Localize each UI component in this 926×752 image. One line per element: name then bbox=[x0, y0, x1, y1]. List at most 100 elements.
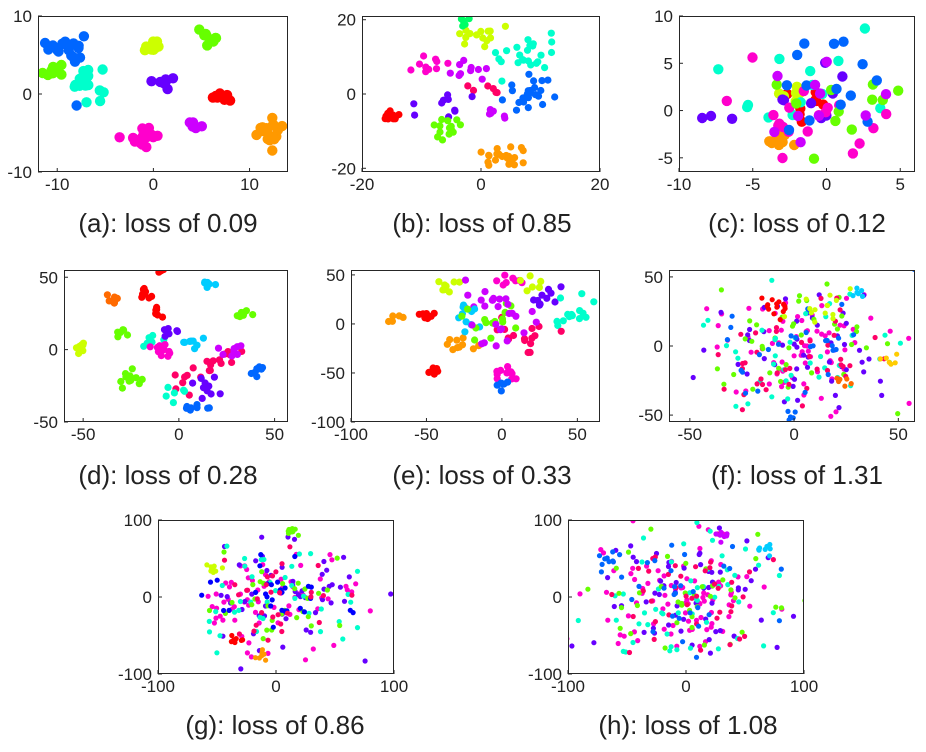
point-h-1-22 bbox=[819, 580, 824, 585]
point-e-8-3 bbox=[459, 334, 467, 342]
point-f-2-34 bbox=[750, 386, 756, 392]
axes-frame-g bbox=[158, 520, 394, 674]
caption-g: (g): loss of 0.86 bbox=[185, 710, 365, 740]
y-tick-label: -50 bbox=[33, 413, 58, 432]
point-h-0-19 bbox=[662, 592, 668, 598]
point-h-5-29 bbox=[652, 558, 658, 564]
y-tick-label: -100 bbox=[311, 413, 345, 432]
point-h-0-78 bbox=[700, 594, 706, 601]
point-b-10-2 bbox=[501, 114, 509, 122]
point-b-0-10 bbox=[479, 34, 487, 42]
point-h-1-29 bbox=[563, 569, 568, 574]
point-h-0-47 bbox=[670, 622, 676, 629]
point-h-0-82 bbox=[577, 591, 583, 597]
point-h-4-30 bbox=[711, 581, 718, 587]
point-c-7-4 bbox=[804, 115, 815, 126]
point-g-5-0 bbox=[316, 619, 322, 626]
point-b-6-9 bbox=[515, 98, 523, 107]
point-f-7-7 bbox=[830, 316, 836, 322]
point-d-16-8 bbox=[197, 374, 205, 382]
point-g-1-33 bbox=[259, 534, 265, 540]
point-g-3-8 bbox=[305, 614, 311, 620]
point-a-0-9 bbox=[53, 46, 64, 57]
point-g-5-13 bbox=[308, 589, 314, 595]
point-f-2-20 bbox=[895, 411, 901, 417]
point-f-7-12 bbox=[781, 314, 788, 320]
point-b-11-21 bbox=[498, 152, 506, 161]
point-e-13-5 bbox=[463, 305, 472, 313]
point-c-8-8 bbox=[860, 110, 871, 121]
point-e-0-0 bbox=[389, 312, 397, 320]
point-f-3-20 bbox=[733, 349, 739, 355]
point-f-5-1 bbox=[839, 301, 845, 307]
point-d-17-7 bbox=[193, 401, 201, 409]
point-g-3-18 bbox=[280, 581, 286, 587]
point-e-13-10 bbox=[487, 334, 495, 342]
point-g-5-5 bbox=[315, 562, 321, 569]
point-d-17-6 bbox=[187, 404, 195, 412]
point-f-3-26 bbox=[759, 327, 765, 333]
point-e-1-7 bbox=[445, 288, 453, 296]
point-h-6-6 bbox=[766, 553, 773, 559]
point-h-0-42 bbox=[744, 574, 750, 580]
point-c-5-15 bbox=[768, 109, 779, 121]
point-e-15-5 bbox=[523, 287, 531, 295]
point-b-2-20 bbox=[524, 57, 532, 65]
point-f-1-37 bbox=[747, 326, 753, 333]
caption-d: (d): loss of 0.28 bbox=[78, 460, 258, 490]
point-g-2-32 bbox=[242, 563, 248, 569]
point-d-2-6 bbox=[138, 293, 146, 301]
point-g-4-13 bbox=[270, 624, 276, 630]
point-b-6-17 bbox=[512, 106, 521, 114]
point-g-4-12 bbox=[199, 592, 205, 598]
point-h-3-21 bbox=[810, 598, 815, 603]
point-g-0-34 bbox=[248, 654, 254, 660]
point-f-4-38 bbox=[806, 353, 812, 360]
point-h-2-5 bbox=[687, 645, 694, 651]
point-g-1-4 bbox=[321, 558, 327, 565]
point-f-4-28 bbox=[837, 307, 843, 313]
point-h-5-5 bbox=[721, 563, 727, 569]
point-d-3-3 bbox=[158, 270, 166, 274]
point-c-7-6 bbox=[831, 83, 842, 95]
point-b-6-21 bbox=[508, 81, 516, 89]
point-h-4-7 bbox=[609, 591, 615, 598]
point-d-7-4 bbox=[123, 331, 132, 339]
point-c-8-5 bbox=[772, 70, 783, 82]
point-g-5-7 bbox=[349, 592, 355, 598]
point-h-2-9 bbox=[575, 617, 581, 624]
point-b-11-20 bbox=[477, 148, 485, 156]
point-h-0-26 bbox=[621, 633, 627, 639]
point-g-5-1 bbox=[270, 614, 276, 620]
point-f-4-17 bbox=[798, 339, 805, 345]
point-d-8-4 bbox=[149, 331, 157, 340]
point-h-0-43 bbox=[692, 578, 698, 584]
point-g-5-2 bbox=[273, 569, 279, 575]
point-h-0-0 bbox=[617, 632, 623, 638]
point-a-3-0 bbox=[71, 100, 82, 111]
point-f-3-19 bbox=[803, 311, 809, 317]
point-f-6-9 bbox=[774, 301, 780, 307]
point-d-16-1 bbox=[189, 379, 197, 387]
point-g-3-19 bbox=[221, 549, 227, 555]
point-g-5-19 bbox=[245, 587, 251, 593]
point-g-1-2 bbox=[264, 567, 270, 574]
point-g-9-4 bbox=[219, 565, 225, 571]
point-d-6-5 bbox=[153, 306, 161, 314]
point-g-2-18 bbox=[224, 543, 230, 549]
point-f-4-37 bbox=[721, 386, 727, 392]
point-f-0-30 bbox=[766, 381, 772, 387]
point-g-0-66 bbox=[246, 640, 252, 646]
point-g-0-20 bbox=[310, 646, 316, 652]
point-f-6-11 bbox=[782, 303, 788, 309]
y-tick-label: 100 bbox=[124, 511, 152, 530]
point-h-1-4 bbox=[643, 599, 649, 605]
point-b-2-22 bbox=[534, 58, 542, 66]
point-b-0-7 bbox=[501, 22, 509, 30]
point-f-0-34 bbox=[766, 328, 772, 334]
point-h-4-12 bbox=[672, 563, 678, 569]
point-h-2-6 bbox=[761, 643, 767, 649]
point-f-6-12 bbox=[771, 311, 777, 317]
point-h-2-31 bbox=[636, 621, 642, 627]
point-f-7-11 bbox=[833, 297, 839, 303]
